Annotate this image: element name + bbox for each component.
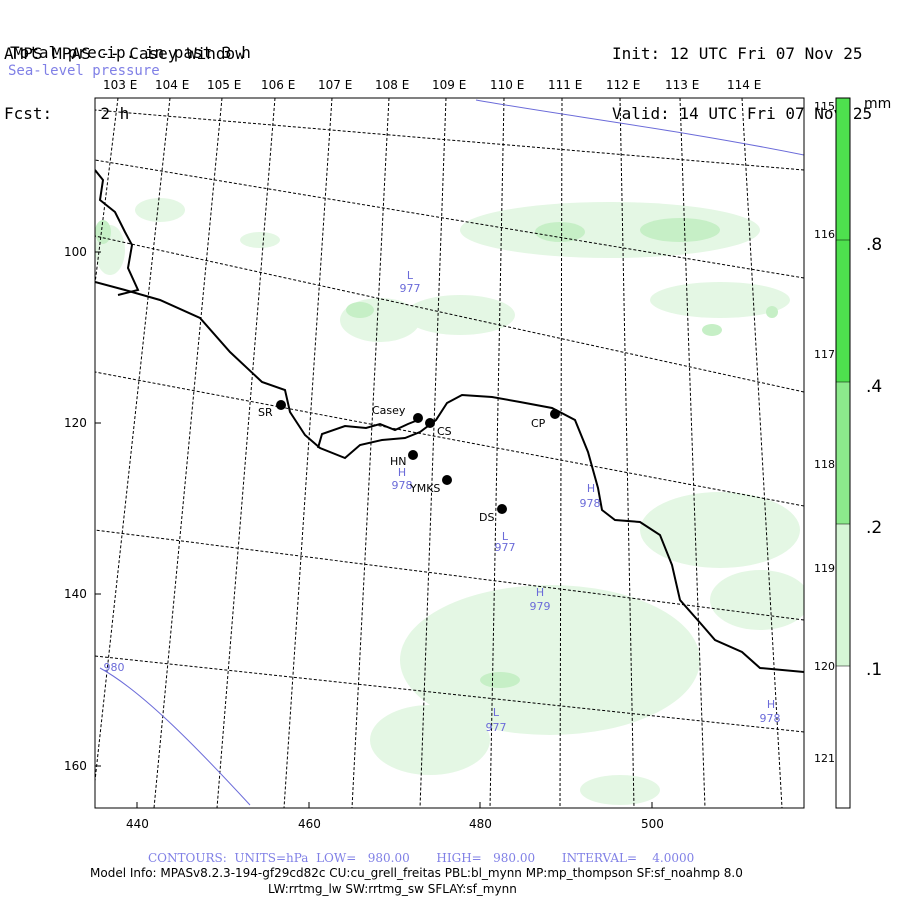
station-label: HN xyxy=(390,455,407,468)
colorbar-labels: mm .8 .4 .2 .1 xyxy=(864,96,891,680)
lon-label: 106 E xyxy=(261,78,296,92)
station-marker xyxy=(442,475,452,485)
colorbar-bin xyxy=(836,666,850,808)
pressure-center-value: 977 xyxy=(495,541,516,554)
lon-label: 111 E xyxy=(548,78,583,92)
colorbar-unit: mm xyxy=(864,96,891,112)
colorbar-bin xyxy=(836,524,850,666)
lon-label: 104 E xyxy=(155,78,190,92)
lon-label: 103 E xyxy=(103,78,138,92)
pressure-center-value: 977 xyxy=(400,282,421,295)
lon-label: 113 E xyxy=(665,78,700,92)
precip-shading xyxy=(95,198,804,805)
pressure-center-value: 979 xyxy=(530,600,551,613)
y-tick-label: 140 xyxy=(64,587,87,601)
pressure-center-type: H xyxy=(587,482,595,495)
pressure-center-type: L xyxy=(493,706,500,719)
colorbar xyxy=(835,97,851,809)
longitude-label-row: 103 E 104 E 105 E 106 E 107 E 108 E 109 … xyxy=(0,78,900,94)
pressure-center-type: H xyxy=(536,586,544,599)
init-time: Init: 12 UTC Fri 07 Nov 25 xyxy=(612,44,863,63)
forecast-hour: Fcst: 2 h xyxy=(4,104,130,123)
station-marker xyxy=(276,400,286,410)
pressure-center-value: 978 xyxy=(760,712,781,725)
lon-label: 108 E xyxy=(375,78,410,92)
map-frame xyxy=(94,97,805,809)
pressure-center-type: L xyxy=(407,269,414,282)
colorbar-bin xyxy=(836,382,850,524)
station-label: SR xyxy=(258,406,273,419)
stations: SR Casey CS HN YMKS CP DS xyxy=(258,400,560,524)
model-info-physics: LW:rrtmg_lw SW:rrtmg_sw SFLAY:sf_mynn xyxy=(268,882,517,896)
pressure-centers: L 977 H 978 H 978 L 977 H 979 L 977 H 97… xyxy=(104,269,781,734)
x-tick-label: 460 xyxy=(298,817,321,831)
pressure-center-type: L xyxy=(502,530,509,543)
x-tick-label: 500 xyxy=(641,817,664,831)
map-title: AMPS MPAS -- Casey Window xyxy=(4,44,245,63)
coastline xyxy=(95,169,804,673)
field-title: Total precip. in past 3 h xyxy=(10,43,251,62)
contour-info: CONTOURS: UNITS=hPa LOW= 980.00 HIGH= 98… xyxy=(148,851,695,865)
axis-labels: 440 460 480 500 100 120 140 160 xyxy=(64,245,664,831)
station-label: YMKS xyxy=(409,482,440,495)
y-tick-label: 100 xyxy=(64,245,87,259)
pressure-contours xyxy=(99,99,804,806)
station-label: Casey xyxy=(372,404,406,417)
station-label: CS xyxy=(437,425,452,438)
lat-lon-graticule xyxy=(95,98,804,808)
station-label: DS xyxy=(479,511,494,524)
valid-time: Valid: 14 UTC Fri 07 Nov 25 xyxy=(612,104,873,123)
lon-label: 107 E xyxy=(318,78,353,92)
lon-label: 105 E xyxy=(207,78,242,92)
y-tick-label: 120 xyxy=(64,416,87,430)
model-info: Model Info: MPASv8.2.3-194-gf29cd82c CU:… xyxy=(90,866,743,880)
colorbar-tick: .1 xyxy=(866,660,882,680)
station-marker xyxy=(413,413,423,423)
y-tick-label: 160 xyxy=(64,759,87,773)
colorbar-tick: .8 xyxy=(866,235,882,255)
lon-label: 112 E xyxy=(606,78,641,92)
pressure-center-value: 977 xyxy=(486,721,507,734)
lon-label: 109 E xyxy=(432,78,467,92)
overlay-title: Sea-level pressure xyxy=(8,63,160,79)
x-tick-label: 440 xyxy=(126,817,149,831)
station-marker xyxy=(425,418,435,428)
lon-label: 110 E xyxy=(490,78,525,92)
station-marker xyxy=(408,450,418,460)
lon-label: 114 E xyxy=(727,78,762,92)
x-tick-label: 480 xyxy=(469,817,492,831)
colorbar-tick: .4 xyxy=(866,377,882,397)
pressure-center-value: 978 xyxy=(580,497,601,510)
station-marker xyxy=(497,504,507,514)
contour-label: 980 xyxy=(104,661,125,674)
pressure-center-type: 978 xyxy=(392,479,413,492)
station-marker xyxy=(550,409,560,419)
pressure-center-type: H xyxy=(398,466,406,479)
header-left: AMPS MPAS -- Casey Window Fcst: 2 h xyxy=(4,4,245,144)
station-label: CP xyxy=(531,417,546,430)
axis-ticks xyxy=(95,251,653,808)
colorbar-tick: .2 xyxy=(866,518,882,538)
header-right: Init: 12 UTC Fri 07 Nov 25 Valid: 14 UTC… xyxy=(612,4,872,144)
pressure-center-type: H xyxy=(767,698,775,711)
